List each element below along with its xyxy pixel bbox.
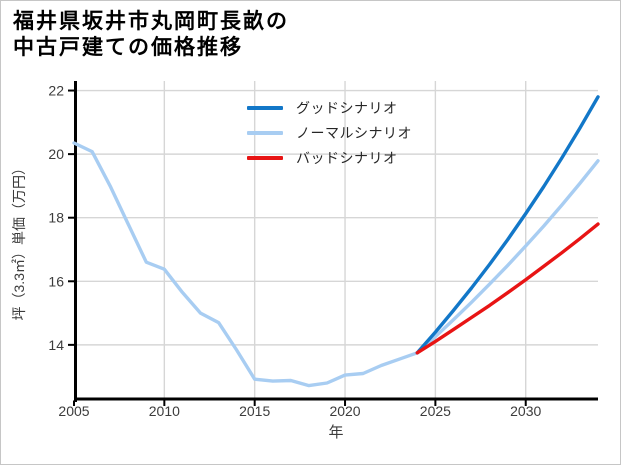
y-tick-label: 18 bbox=[48, 210, 64, 226]
legend-label-good-scenario: グッドシナリオ bbox=[296, 99, 398, 116]
y-tick-label: 20 bbox=[48, 146, 64, 162]
y-tick-label: 16 bbox=[48, 273, 64, 289]
legend-swatch-normal-scenario bbox=[247, 130, 283, 135]
x-axis-label: 年 bbox=[328, 424, 343, 441]
x-tick-label: 2015 bbox=[239, 403, 270, 419]
x-tick-label: 2005 bbox=[58, 403, 89, 419]
y-tick-label: 14 bbox=[48, 337, 64, 353]
chart-title-line2: 中古戸建ての価格推移 bbox=[13, 36, 243, 59]
x-tick-label: 2025 bbox=[420, 403, 451, 419]
x-tick-label: 2020 bbox=[329, 403, 360, 419]
legend-swatch-good-scenario bbox=[247, 105, 283, 110]
series-line-normal-scenario bbox=[72, 141, 600, 388]
chart-title: 福井県坂井市丸岡町長畝の 中古戸建ての価格推移 bbox=[13, 9, 289, 61]
legend-label-bad-scenario: バッドシナリオ bbox=[296, 149, 398, 166]
chart-legend: グッドシナリオ ノーマルシナリオ バッドシナリオ bbox=[247, 95, 412, 170]
series-line-bad-scenario bbox=[415, 222, 600, 355]
y-axis-label: 坪（3.3㎡）単価（万円） bbox=[11, 161, 27, 320]
chart-title-line1: 福井県坂井市丸岡町長畝の bbox=[13, 10, 289, 33]
legend-item-normal-scenario: ノーマルシナリオ bbox=[247, 120, 412, 145]
legend-item-bad-scenario: バッドシナリオ bbox=[247, 145, 412, 170]
series-line-good-scenario bbox=[415, 95, 600, 355]
y-tick-label: 22 bbox=[48, 83, 64, 99]
legend-item-good-scenario: グッドシナリオ bbox=[247, 95, 412, 120]
legend-label-normal-scenario: ノーマルシナリオ bbox=[296, 124, 412, 141]
x-tick-label: 2030 bbox=[510, 403, 541, 419]
legend-swatch-bad-scenario bbox=[247, 155, 283, 160]
x-tick-label: 2010 bbox=[149, 403, 180, 419]
